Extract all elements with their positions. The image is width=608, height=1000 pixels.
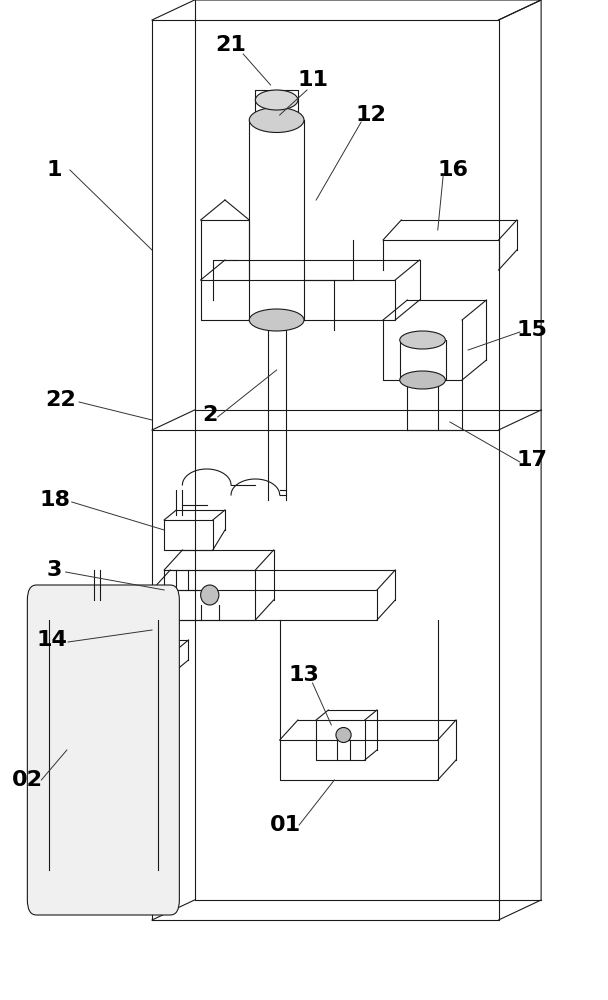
Text: 14: 14 bbox=[36, 630, 67, 650]
Text: 1: 1 bbox=[47, 160, 63, 180]
Text: 2: 2 bbox=[202, 405, 218, 425]
Ellipse shape bbox=[399, 331, 445, 349]
FancyBboxPatch shape bbox=[27, 585, 179, 915]
Text: 3: 3 bbox=[47, 560, 63, 580]
Text: 15: 15 bbox=[517, 320, 547, 340]
Text: 16: 16 bbox=[438, 160, 468, 180]
Text: 11: 11 bbox=[298, 70, 328, 90]
Text: 01: 01 bbox=[270, 815, 302, 835]
Ellipse shape bbox=[255, 90, 298, 110]
Ellipse shape bbox=[336, 728, 351, 742]
Text: 12: 12 bbox=[356, 105, 386, 125]
Ellipse shape bbox=[249, 309, 304, 331]
Ellipse shape bbox=[201, 585, 219, 605]
Ellipse shape bbox=[399, 371, 445, 389]
Text: 21: 21 bbox=[216, 35, 246, 55]
Text: 22: 22 bbox=[46, 390, 76, 410]
Ellipse shape bbox=[249, 107, 304, 132]
Text: 18: 18 bbox=[40, 490, 70, 510]
Text: 02: 02 bbox=[12, 770, 43, 790]
Text: 13: 13 bbox=[289, 665, 319, 685]
Text: 17: 17 bbox=[517, 450, 547, 470]
